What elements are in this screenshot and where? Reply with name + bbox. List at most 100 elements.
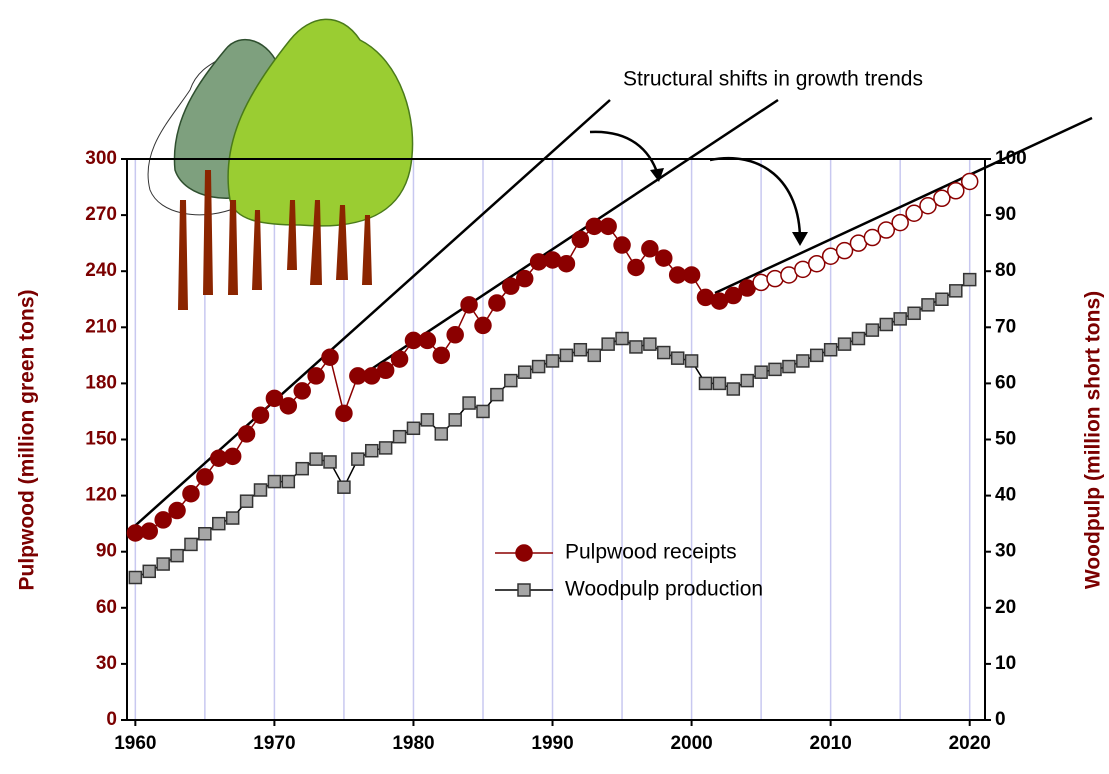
data-point — [156, 557, 170, 571]
data-point — [295, 461, 309, 476]
data-point — [517, 365, 532, 379]
data-point — [460, 296, 478, 314]
data-point — [406, 421, 421, 436]
data-point — [670, 351, 685, 365]
data-point — [267, 474, 282, 489]
y-tick-label: 210 — [85, 316, 117, 337]
data-point — [768, 362, 782, 377]
data-point — [865, 323, 880, 337]
y2-tick-label: 0 — [995, 709, 1006, 730]
y2-tick-label: 40 — [995, 485, 1016, 506]
data-point — [933, 189, 951, 208]
legend-label: Woodpulp production — [565, 578, 763, 601]
y-tick-label: 240 — [85, 260, 117, 281]
data-point — [142, 564, 156, 579]
y-tick-label: 90 — [96, 541, 117, 562]
data-point — [504, 373, 518, 388]
data-point — [921, 298, 935, 312]
y2-tick-label: 10 — [995, 653, 1016, 674]
data-point — [837, 337, 852, 351]
data-point — [309, 452, 323, 466]
data-point — [392, 429, 407, 444]
data-point — [601, 337, 615, 351]
y2-tick-label: 50 — [995, 429, 1016, 450]
y2-tick-label: 60 — [995, 372, 1016, 393]
data-point — [684, 354, 699, 368]
data-point — [488, 294, 506, 312]
y-tick-label: 150 — [85, 429, 117, 450]
data-point — [531, 359, 546, 374]
data-point — [418, 331, 437, 350]
x-tick-label: 2000 — [670, 733, 712, 754]
data-point — [599, 217, 617, 236]
data-point — [557, 254, 576, 273]
data-point — [321, 348, 339, 366]
y2-tick-label: 90 — [995, 204, 1016, 225]
data-point — [182, 484, 200, 503]
y-tick-label: 180 — [85, 372, 117, 393]
y-tick-label: 300 — [85, 148, 117, 169]
data-point — [698, 376, 713, 391]
data-point — [168, 501, 186, 520]
data-point — [462, 396, 476, 410]
x-tick-label: 1960 — [114, 733, 156, 754]
y-tick-label: 120 — [85, 485, 117, 506]
data-point — [212, 516, 226, 531]
data-point — [434, 427, 449, 441]
y-tick-label: 0 — [106, 709, 117, 730]
data-point — [390, 350, 409, 368]
data-point — [823, 342, 838, 357]
data-point — [613, 236, 631, 254]
data-point — [474, 316, 492, 335]
data-point — [835, 241, 854, 260]
data-point — [265, 389, 284, 408]
y-tick-label: 270 — [85, 204, 117, 225]
data-point — [809, 348, 824, 363]
data-point — [629, 340, 643, 354]
data-point — [657, 345, 671, 360]
x-tick-label: 1970 — [253, 733, 295, 754]
y2-tick-label: 100 — [995, 148, 1027, 169]
data-point — [225, 511, 240, 525]
data-point — [754, 365, 768, 379]
data-point — [476, 404, 490, 419]
annotation: Structural shifts in growth trends — [623, 68, 923, 91]
legend-marker — [515, 544, 533, 562]
y-tick-label: 30 — [96, 653, 117, 674]
legend-label: Pulpwood receipts — [565, 541, 737, 564]
data-point — [184, 537, 198, 552]
data-point — [587, 348, 601, 363]
data-point — [281, 474, 296, 489]
data-point — [893, 312, 907, 326]
data-point — [782, 359, 796, 374]
data-point — [571, 230, 590, 249]
data-point — [851, 331, 866, 346]
data-point — [378, 441, 393, 455]
data-point — [641, 240, 659, 258]
data-point — [154, 511, 172, 529]
data-point — [655, 249, 673, 267]
data-point — [196, 468, 214, 486]
data-point — [726, 382, 741, 396]
data-point — [420, 413, 435, 427]
data-point — [335, 404, 353, 423]
data-point — [724, 286, 743, 305]
data-point — [515, 269, 534, 288]
data-point — [796, 354, 810, 368]
x-tick-label: 2020 — [949, 733, 991, 754]
data-point — [170, 548, 184, 563]
y2-tick-label: 20 — [995, 597, 1016, 618]
data-point — [960, 172, 979, 191]
data-point — [962, 272, 977, 287]
data-point — [323, 455, 337, 469]
y-axis-label: Pulpwood (million green tons) — [16, 290, 39, 591]
data-point — [682, 266, 701, 284]
data-point — [337, 480, 351, 494]
y2-tick-label: 80 — [995, 260, 1016, 281]
data-point — [615, 331, 629, 346]
data-point — [877, 221, 896, 239]
data-point — [279, 397, 298, 415]
data-point — [490, 387, 504, 402]
legend-marker — [517, 583, 531, 597]
data-point — [545, 354, 560, 368]
